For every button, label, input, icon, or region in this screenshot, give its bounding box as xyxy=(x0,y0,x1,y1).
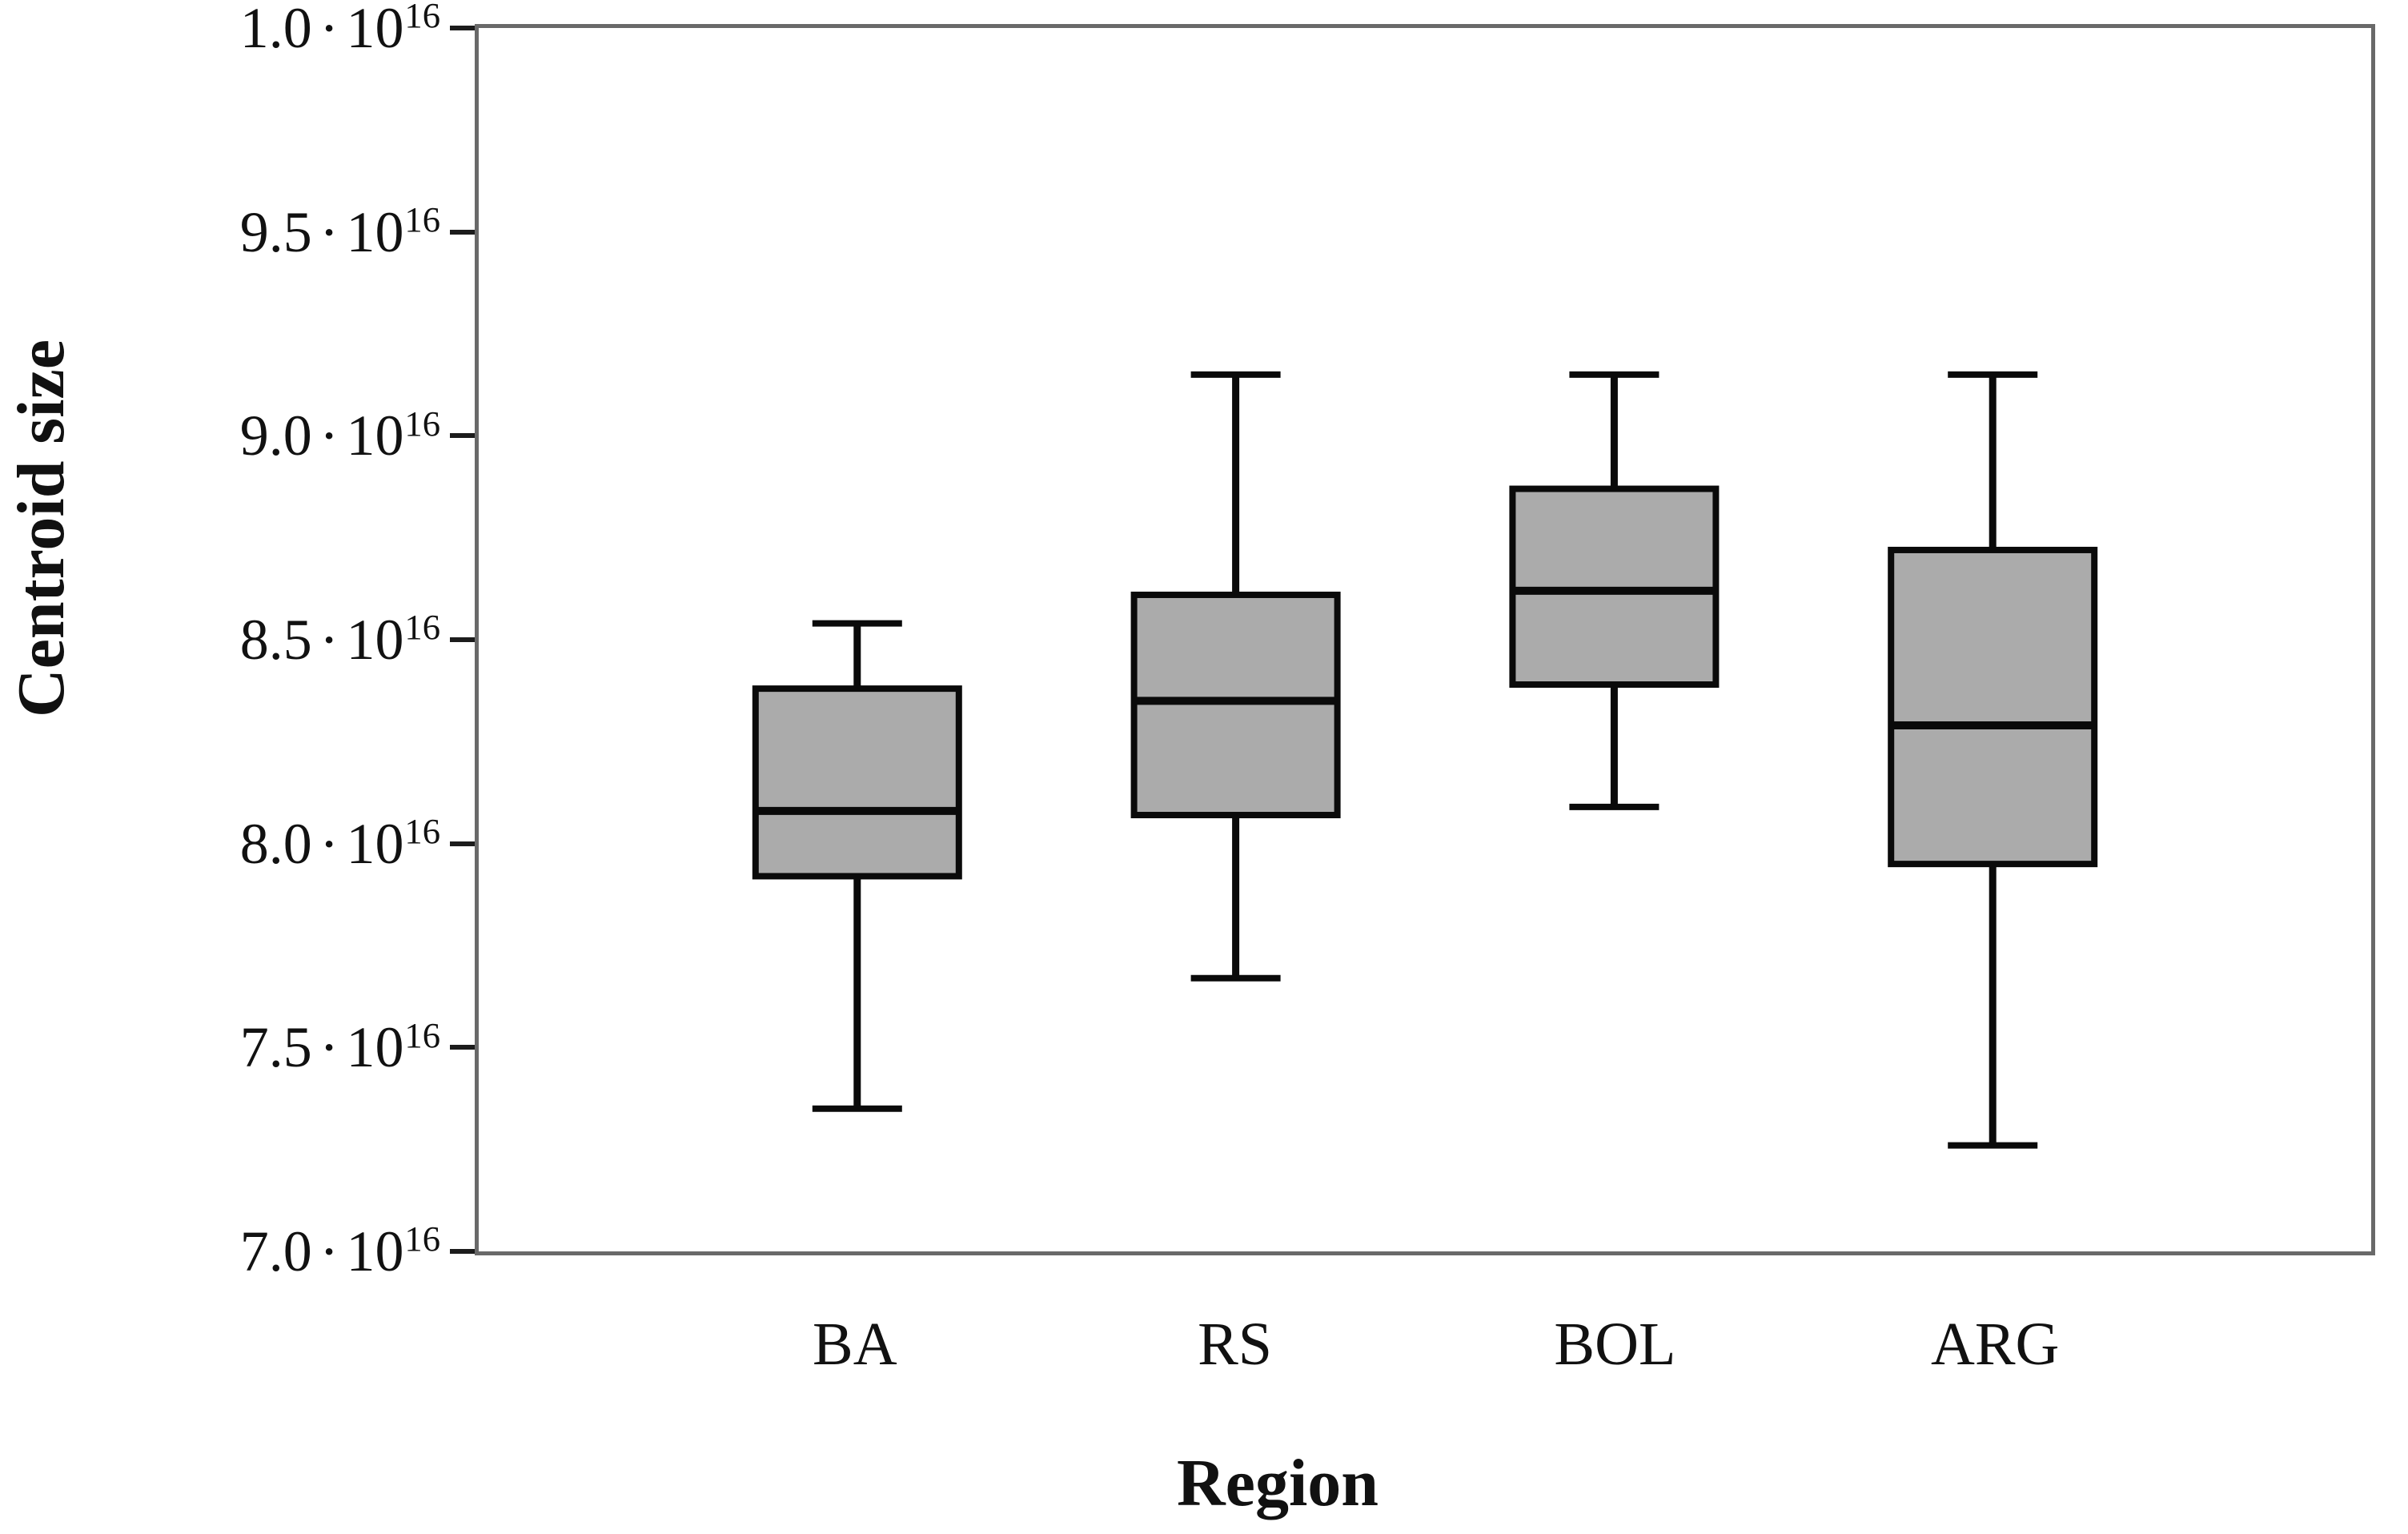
y-tick-base: 10 xyxy=(346,1015,404,1080)
y-tick-mark xyxy=(450,433,477,439)
box-arg xyxy=(1888,371,2098,1149)
y-tick-base: 10 xyxy=(346,811,404,876)
y-tick-label: 8.0 · 1016 xyxy=(88,808,440,880)
y-tick-multiply-dot: · xyxy=(319,1219,339,1283)
iqr-box xyxy=(1888,546,2098,868)
y-tick-label: 7.5 · 1016 xyxy=(88,1011,440,1083)
y-tick-label: 9.0 · 1016 xyxy=(88,400,440,472)
y-tick-exponent: 16 xyxy=(404,811,440,852)
y-tick-mark xyxy=(450,841,477,846)
y-tick-multiply-dot: · xyxy=(319,0,339,60)
y-tick-base: 10 xyxy=(346,0,404,60)
y-tick-multiply-dot: · xyxy=(319,199,339,264)
y-tick-mark xyxy=(450,1045,477,1050)
box-ba xyxy=(752,620,962,1112)
y-tick-label: 1.0 · 1016 xyxy=(88,0,440,64)
y-tick-mantissa: 8.5 xyxy=(239,608,312,672)
x-category-label-bol: BOL xyxy=(1554,1311,1676,1378)
y-tick-multiply-dot: · xyxy=(319,404,339,468)
y-tick-exponent: 16 xyxy=(404,1219,440,1259)
y-tick-mark xyxy=(450,637,477,642)
y-tick-multiply-dot: · xyxy=(319,608,339,672)
x-category-label-ba: BA xyxy=(813,1311,897,1378)
y-tick-exponent: 16 xyxy=(404,0,440,36)
boxplot-canvas xyxy=(752,371,2098,1149)
y-tick-base: 10 xyxy=(346,608,404,672)
y-tick-mark xyxy=(450,26,477,30)
iqr-box xyxy=(1509,485,1720,689)
y-tick-label: 8.5 · 1016 xyxy=(88,604,440,676)
y-tick-base: 10 xyxy=(346,199,404,264)
x-category-label-arg: ARG xyxy=(1930,1311,2060,1378)
y-tick-mantissa: 8.0 xyxy=(239,811,312,876)
box-rs xyxy=(1130,371,1341,982)
x-axis-title: Region xyxy=(1177,1446,1379,1520)
y-tick-exponent: 16 xyxy=(404,199,440,240)
y-tick-mark xyxy=(450,229,477,235)
y-tick-multiply-dot: · xyxy=(319,811,339,876)
iqr-box xyxy=(752,685,962,880)
x-category-label-rs: RS xyxy=(1198,1311,1273,1378)
y-tick-base: 10 xyxy=(346,1219,404,1283)
plot-area xyxy=(475,24,2375,1255)
y-tick-mark xyxy=(450,1249,477,1254)
y-tick-multiply-dot: · xyxy=(319,1015,339,1080)
y-tick-base: 10 xyxy=(346,404,404,468)
y-tick-mantissa: 1.0 xyxy=(239,0,312,60)
y-tick-exponent: 16 xyxy=(404,607,440,648)
y-tick-label: 9.5 · 1016 xyxy=(88,196,440,268)
box-bol xyxy=(1509,371,1720,810)
y-tick-mantissa: 7.5 xyxy=(239,1015,312,1080)
y-tick-mantissa: 9.5 xyxy=(239,199,312,264)
y-tick-mantissa: 7.0 xyxy=(239,1219,312,1283)
y-tick-exponent: 16 xyxy=(404,1014,440,1055)
y-tick-label: 7.0 · 1016 xyxy=(88,1215,440,1287)
y-tick-exponent: 16 xyxy=(404,403,440,444)
iqr-box xyxy=(1130,591,1341,819)
y-tick-mantissa: 9.0 xyxy=(239,404,312,468)
